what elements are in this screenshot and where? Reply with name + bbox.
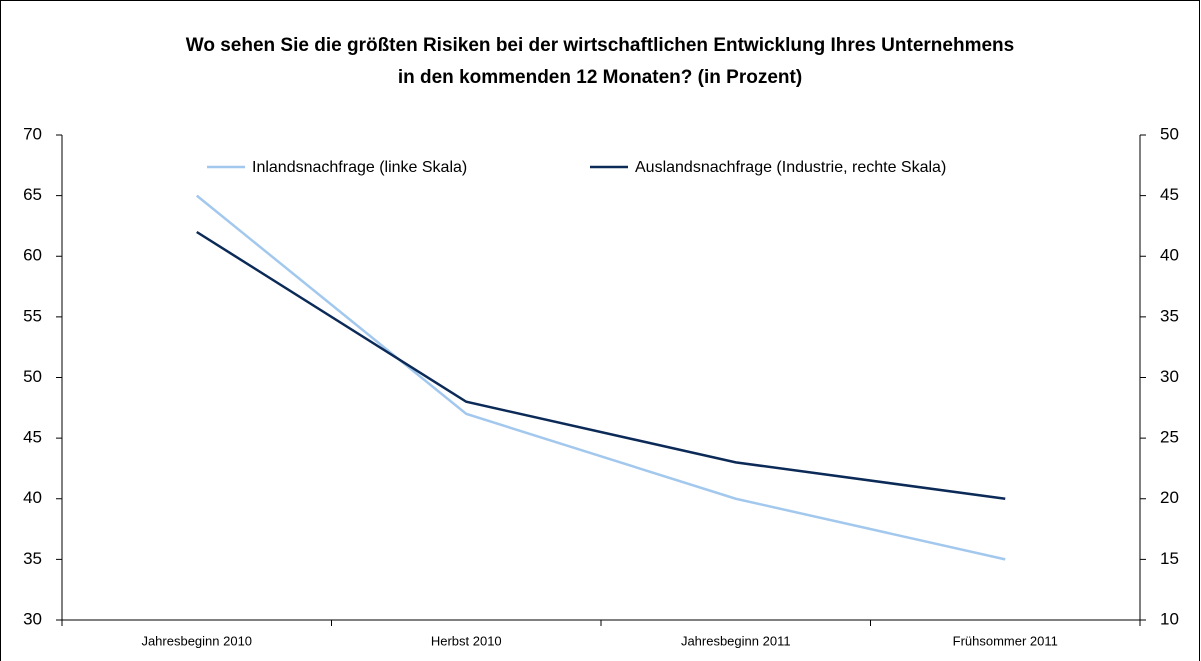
- y2-tick-label: 45: [1160, 185, 1179, 204]
- y-tick-label: 70: [23, 124, 42, 143]
- legend-label: Inlandsnachfrage (linke Skala): [252, 159, 467, 176]
- y2-tick-label: 15: [1160, 549, 1179, 568]
- x-tick-label: Jahresbeginn 2011: [681, 633, 791, 648]
- y-tick-label: 60: [23, 246, 42, 265]
- x-tick-label: Jahresbeginn 2010: [141, 633, 252, 648]
- y2-tick-label: 50: [1160, 124, 1179, 143]
- y2-tick-label: 10: [1160, 609, 1179, 628]
- y2-tick-label: 25: [1160, 428, 1179, 447]
- series-line: [196, 230, 1006, 500]
- y-tick-label: 40: [23, 488, 42, 507]
- x-tick-label: Herbst 2010: [431, 633, 502, 648]
- series-line: [195, 194, 1006, 561]
- y-tick-label: 35: [23, 549, 42, 568]
- chart-title: Wo sehen Sie die größten Risiken bei der…: [186, 35, 1014, 56]
- y2-tick-label: 20: [1160, 488, 1179, 507]
- y2-tick-label: 40: [1160, 246, 1179, 265]
- y-tick-label: 50: [23, 367, 42, 386]
- y-tick-label: 65: [23, 185, 42, 204]
- y-tick-label: 30: [23, 609, 42, 628]
- legend-label: Auslandsnachfrage (Industrie, rechte Ska…: [635, 159, 946, 176]
- y-tick-label: 45: [23, 428, 42, 447]
- x-tick-label: Frühsommer 2011: [953, 633, 1058, 648]
- y2-tick-label: 35: [1160, 306, 1179, 325]
- chart-title: in den kommenden 12 Monaten? (in Prozent…: [398, 67, 802, 88]
- y-tick-label: 55: [23, 306, 42, 325]
- y2-tick-label: 30: [1160, 367, 1179, 386]
